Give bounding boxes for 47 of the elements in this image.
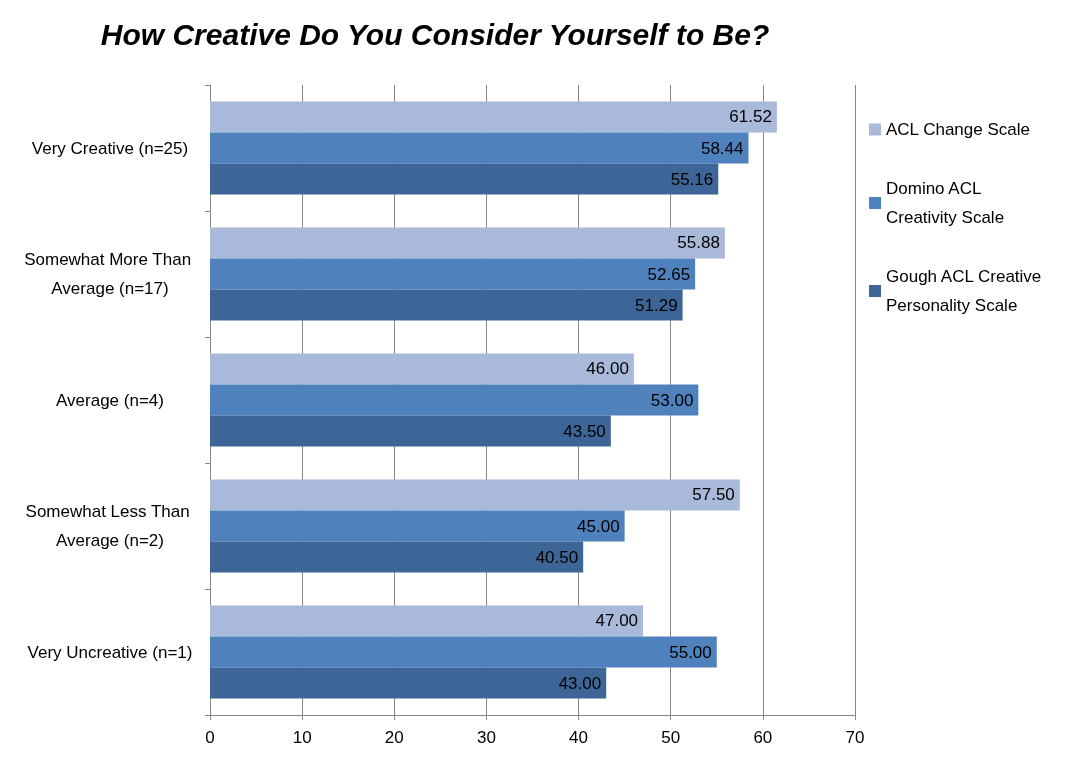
x-tick-label: 30	[476, 728, 496, 747]
data-label: 53.00	[650, 390, 694, 410]
data-label: 47.00	[595, 611, 639, 631]
chart-title: How Creative Do You Consider Yourself to Be?	[100, 17, 770, 51]
y-tick-label: Very Creative (n=25)	[31, 138, 189, 158]
legend-label: ACL Change Scale	[886, 120, 1030, 139]
data-label: 58.44	[700, 138, 744, 158]
y-tick-label: Somewhat Less Than Average (n=2)	[25, 502, 195, 550]
bar	[210, 289, 683, 321]
data-label: 55.16	[670, 169, 714, 189]
x-tick-label: 60	[753, 728, 773, 747]
bar	[210, 636, 717, 668]
bar	[210, 132, 749, 164]
bar	[210, 541, 584, 573]
x-tick-label: 70	[845, 728, 865, 747]
bar	[210, 101, 777, 133]
bar	[210, 384, 699, 416]
bar	[210, 163, 719, 195]
bar	[210, 227, 725, 259]
y-tick-label: Average (n=4)	[56, 390, 164, 410]
y-tick-label: Very Uncreative (n=1)	[27, 642, 193, 662]
bar	[210, 667, 607, 699]
legend-label: Gough ACL Creative Personality Scale	[886, 267, 1047, 315]
y-tick-label: Somewhat More Than Average (n=17)	[24, 250, 196, 298]
data-label: 55.88	[677, 233, 720, 253]
bar	[210, 605, 644, 637]
data-label: 55.00	[669, 642, 712, 662]
data-label: 43.00	[558, 673, 602, 693]
x-tick-label: 10	[292, 728, 312, 747]
data-label: 51.29	[635, 295, 678, 315]
bar	[210, 479, 740, 511]
bar	[210, 510, 625, 542]
data-label: 61.52	[729, 107, 772, 127]
bar	[210, 258, 696, 290]
x-tick-label: 50	[661, 728, 681, 747]
data-label: 46.00	[586, 359, 629, 379]
x-tick-label: 0	[205, 728, 215, 747]
x-tick-label: 40	[569, 728, 589, 747]
bar	[210, 353, 634, 385]
data-label: 57.50	[692, 485, 735, 505]
bar	[210, 415, 611, 447]
x-tick-label: 20	[384, 728, 404, 747]
data-label: 45.00	[577, 516, 620, 536]
data-label: 43.50	[563, 421, 606, 441]
data-label: 52.65	[647, 264, 691, 284]
data-label: 40.50	[535, 547, 579, 567]
legend-label: Domino ACL Creativity Scale	[886, 179, 1005, 227]
